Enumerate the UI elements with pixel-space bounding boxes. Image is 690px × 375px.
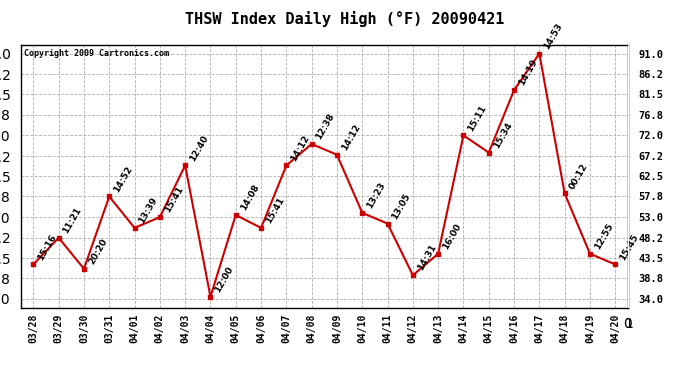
Text: 14:12: 14:12 — [289, 134, 311, 163]
Text: Copyright 2009 Cartronics.com: Copyright 2009 Cartronics.com — [23, 49, 169, 58]
Text: 15:41: 15:41 — [264, 196, 286, 225]
Text: 11:21: 11:21 — [61, 206, 83, 235]
Text: 15:16: 15:16 — [36, 232, 58, 262]
Text: 12:38: 12:38 — [315, 112, 337, 141]
Text: 00:12: 00:12 — [567, 162, 589, 190]
Text: 13:05: 13:05 — [391, 192, 413, 221]
Text: 15:41: 15:41 — [163, 185, 185, 214]
Text: 14:53: 14:53 — [542, 21, 564, 51]
Text: 12:00: 12:00 — [213, 265, 235, 294]
Text: 14:31: 14:31 — [415, 243, 437, 273]
Text: THSW Index Daily High (°F) 20090421: THSW Index Daily High (°F) 20090421 — [186, 11, 504, 27]
Text: 14:19: 14:19 — [517, 58, 539, 87]
Text: 13:39: 13:39 — [137, 196, 159, 225]
Text: 16:00: 16:00 — [441, 222, 463, 251]
Text: 14:12: 14:12 — [339, 123, 362, 152]
Text: 12:40: 12:40 — [188, 134, 210, 163]
Text: 15:45: 15:45 — [618, 232, 640, 262]
Text: 15:11: 15:11 — [466, 103, 489, 133]
Text: 13:23: 13:23 — [365, 181, 387, 210]
Text: 20:20: 20:20 — [87, 237, 109, 266]
Text: 15:34: 15:34 — [491, 120, 513, 150]
Text: 14:52: 14:52 — [112, 164, 134, 194]
Text: 12:55: 12:55 — [593, 222, 615, 251]
Text: 14:08: 14:08 — [239, 183, 261, 212]
